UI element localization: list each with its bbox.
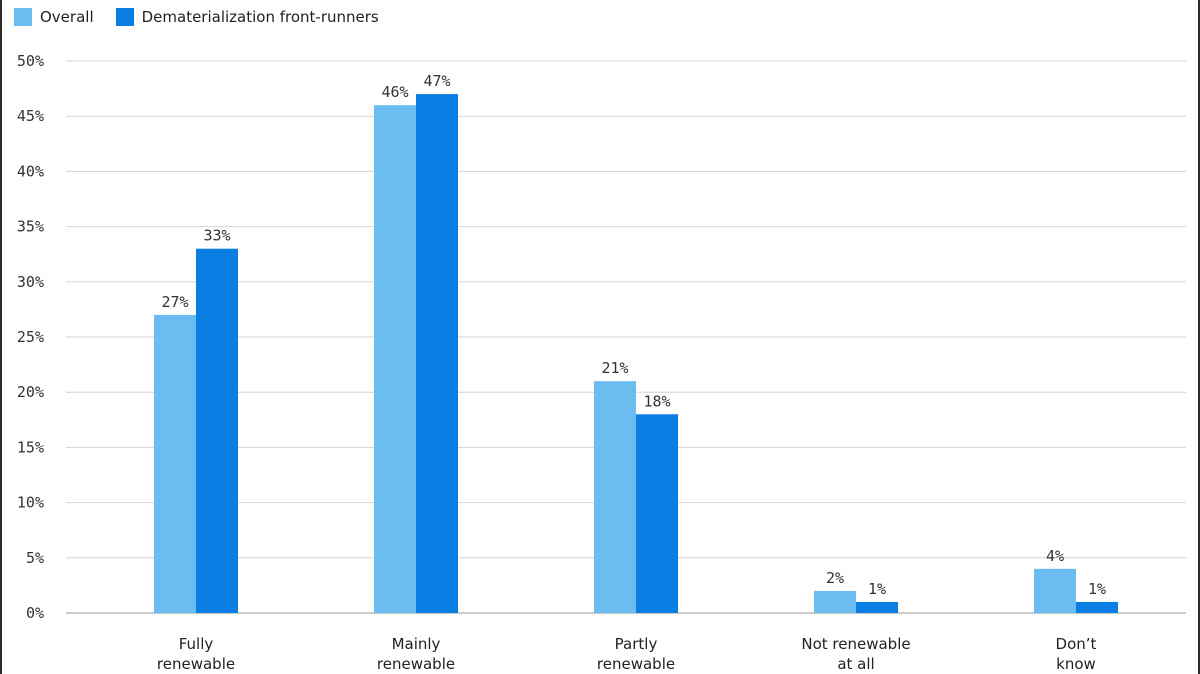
legend: Overall Dematerialization front-runners — [14, 8, 401, 26]
data-label: 21% — [601, 359, 628, 377]
data-label: 1% — [868, 580, 886, 598]
bar-overall — [154, 314, 196, 613]
y-tick-label: 10% — [17, 494, 44, 512]
bar-front-runners — [416, 94, 458, 614]
legend-label-overall: Overall — [40, 8, 94, 26]
y-tick-label: 40% — [17, 162, 44, 180]
y-tick-label: 25% — [17, 328, 44, 346]
data-label: 27% — [161, 293, 188, 311]
x-category-label: renewable — [597, 655, 675, 673]
data-label: 33% — [203, 227, 230, 245]
x-category-label: Don’t — [1056, 635, 1097, 653]
legend-item-overall: Overall — [14, 8, 94, 26]
frame-edge-left — [0, 0, 2, 674]
bar-front-runners — [636, 414, 678, 613]
y-tick-label: 35% — [17, 218, 44, 236]
x-category-label: at all — [837, 655, 874, 673]
data-label: 4% — [1046, 547, 1064, 565]
data-label: 47% — [423, 72, 450, 90]
bar-front-runners — [196, 248, 238, 613]
x-category-label: Fully — [179, 635, 214, 653]
y-tick-label: 30% — [17, 273, 44, 291]
bar-front-runners — [856, 601, 898, 613]
legend-label-front-runners: Dematerialization front-runners — [141, 8, 379, 26]
y-tick-label: 5% — [26, 549, 44, 567]
x-category-label: know — [1056, 655, 1096, 673]
y-tick-label: 15% — [17, 438, 44, 456]
x-category-label: Not renewable — [801, 635, 910, 653]
y-tick-label: 45% — [17, 107, 44, 125]
y-tick-label: 0% — [26, 604, 44, 622]
x-category-label: renewable — [157, 655, 235, 673]
x-category-label: Mainly — [392, 635, 441, 653]
data-label: 18% — [643, 392, 670, 410]
legend-swatch-overall — [14, 8, 32, 26]
y-tick-label: 20% — [17, 383, 44, 401]
frame-edge-right — [1198, 0, 1200, 674]
data-label: 1% — [1088, 580, 1106, 598]
bar-overall — [374, 105, 416, 613]
x-category-label: Partly — [615, 635, 658, 653]
legend-item-front-runners: Dematerialization front-runners — [115, 8, 379, 26]
data-label: 46% — [381, 83, 408, 101]
x-category-label: renewable — [377, 655, 455, 673]
bar-front-runners — [1076, 601, 1118, 613]
legend-swatch-front-runners — [115, 8, 134, 26]
y-tick-label: 50% — [17, 52, 44, 70]
bar-overall — [1034, 568, 1076, 613]
data-label: 2% — [826, 569, 844, 587]
bar-overall — [594, 381, 636, 613]
bar-overall — [814, 590, 856, 613]
